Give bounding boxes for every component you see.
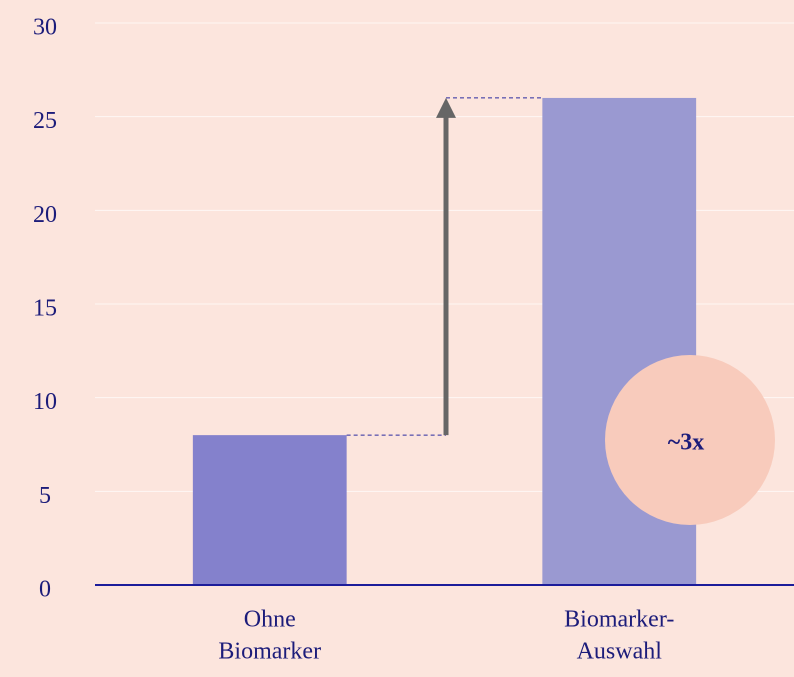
y-tick-label: 15 (33, 296, 57, 322)
y-tick-label: 30 (33, 15, 57, 41)
x-tick-label: Biomarker- (564, 607, 674, 633)
x-tick-label: Biomarker (218, 639, 321, 665)
y-tick-label: 5 (39, 483, 51, 509)
y-tick-label: 0 (39, 577, 51, 603)
x-tick-label: Auswahl (577, 639, 663, 665)
bar (192, 435, 347, 585)
arrow-head (436, 97, 456, 118)
annotation-circle (605, 355, 775, 525)
y-tick-label: 10 (33, 389, 57, 415)
annotation: ~3x (668, 430, 704, 456)
y-tick-label: 25 (33, 108, 57, 134)
x-tick-label: Ohne (244, 607, 296, 633)
y-tick-label: 20 (33, 202, 57, 228)
